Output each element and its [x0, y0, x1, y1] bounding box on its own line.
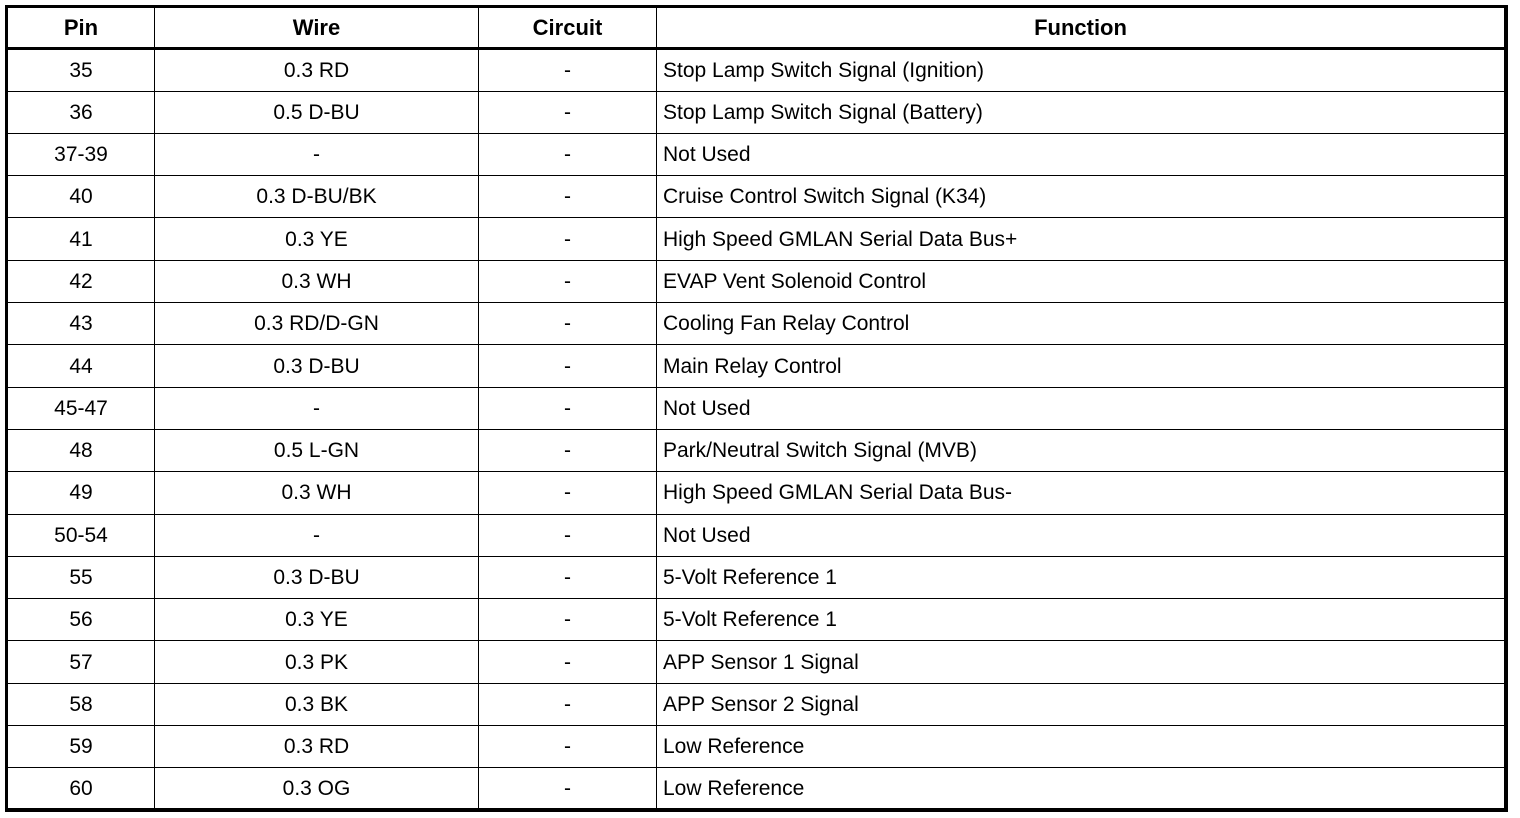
pin-cell: 48 [6, 428, 155, 473]
circuit-cell: - [478, 344, 657, 388]
circuit-cell: - [478, 48, 657, 92]
circuit-cell: - [478, 90, 657, 134]
wire-cell: 0.5 L-GN [154, 428, 479, 473]
circuit-cell: - [478, 259, 657, 304]
table-row: 56 0.3 YE -5-Volt Reference 1 [6, 598, 1507, 642]
function-cell: APP Sensor 1 Signal [656, 640, 1507, 684]
function-cell: Not Used [656, 513, 1507, 557]
table-row: 41 0.3 YE - High Speed GMLAN Serial Data Bu… [6, 217, 1507, 261]
circuit-cell: - [478, 302, 657, 346]
wire-cell: 0.3 RD/D-GN [154, 302, 479, 346]
wire-cell: - [154, 132, 479, 177]
circuit-cell: - [478, 132, 657, 177]
pin-cell: 35 [6, 48, 155, 92]
function-cell: 5-Volt Reference 1 [656, 555, 1507, 600]
function-cell: EVAP Vent Solenoid Control [656, 259, 1507, 304]
pin-cell: 42 [6, 259, 155, 304]
wire-cell: 0.3 BK [154, 682, 479, 727]
function-cell: Not Used [656, 386, 1507, 430]
circuit-cell: - [478, 428, 657, 473]
circuit-cell: - [478, 386, 657, 430]
wire-cell: 0.3 PK [154, 640, 479, 684]
wire-cell: 0.3 OG [154, 767, 479, 811]
function-cell: Stop Lamp Switch Signal (Battery) [656, 90, 1507, 134]
wire-cell: - [154, 513, 479, 557]
circuit-cell: - [478, 682, 657, 727]
function-cell: Cooling Fan Relay Control [656, 302, 1507, 346]
function-cell: High Speed GMLAN Serial Data Bus+ [656, 217, 1507, 261]
pin-cell: 44 [6, 344, 155, 388]
table-row: 58 0.3 BK - APP Sensor 2 Signal [6, 682, 1507, 727]
header-circuit: Circuit [478, 5, 657, 51]
pin-cell: 40 [6, 175, 155, 219]
wire-cell: 0.3 WH [154, 259, 479, 304]
function-cell: Park/Neutral Switch Signal (MVB) [656, 428, 1507, 473]
circuit-cell: - [478, 598, 657, 642]
pin-cell: 59 [6, 725, 155, 769]
circuit-cell: - [478, 513, 657, 557]
table-row: 60 0.3 OG - Low Reference [6, 767, 1507, 811]
circuit-cell: - [478, 471, 657, 515]
pin-cell: 50-54 [6, 513, 155, 557]
table-row: 49 0.3 WH - High Speed GMLAN Serial Data Bu… [6, 471, 1507, 515]
circuit-cell: - [478, 725, 657, 769]
table-row: 36 0.5 D-BU - Stop Lamp Switch Signal (Batt… [6, 90, 1507, 134]
wire-cell: 0.3 YE [154, 598, 479, 642]
pin-cell: 36 [6, 90, 155, 134]
wire-cell: 0.3 WH [154, 471, 479, 515]
function-cell: Not Used [656, 132, 1507, 177]
pin-cell: 57 [6, 640, 155, 684]
function-cell: 5-Volt Reference 1 [656, 598, 1507, 642]
table-row: 45-47- - Not Used [6, 386, 1507, 430]
table-row: 44 0.3 D-BU - Main Relay Control [6, 344, 1507, 388]
function-cell: Low Reference [656, 725, 1507, 769]
table-row: 35 0.3 RD - Stop Lamp Switch Signal (Igniti… [6, 48, 1507, 92]
header-pin: Pin [6, 5, 155, 51]
table-row: 48 0.5 L-GN - Park/Neutral Switch Signal (M… [6, 428, 1507, 473]
table-row: 42 0.3 WH - EVAP Vent Solenoid Control [6, 259, 1507, 304]
header-function: Function [656, 5, 1507, 51]
pin-cell: 58 [6, 682, 155, 727]
function-cell: Stop Lamp Switch Signal (Ignition) [656, 48, 1507, 92]
pin-cell: 55 [6, 555, 155, 600]
pin-cell: 60 [6, 767, 155, 811]
wire-cell: 0.3 RD [154, 725, 479, 769]
connector-pinout-table: Pin Wire Circuit Function 35 0.3 RD - Stop … [5, 5, 1508, 813]
circuit-cell: - [478, 175, 657, 219]
table-row: 43 0.3 RD/D-GN - Cooling Fan Relay Control [6, 302, 1507, 346]
circuit-cell: - [478, 555, 657, 600]
function-cell: Low Reference [656, 767, 1507, 811]
wire-cell: 0.5 D-BU [154, 90, 479, 134]
function-cell: Main Relay Control [656, 344, 1507, 388]
pin-cell: 56 [6, 598, 155, 642]
wire-cell: - [154, 386, 479, 430]
table-row: 59 0.3 RD - Low Reference [6, 725, 1507, 769]
pin-cell: 41 [6, 217, 155, 261]
function-cell: High Speed GMLAN Serial Data Bus- [656, 471, 1507, 515]
wire-cell: 0.3 RD [154, 48, 479, 92]
wire-cell: 0.3 D-BU [154, 344, 479, 388]
wire-cell: 0.3 D-BU/BK [154, 175, 479, 219]
pin-cell: 45-47 [6, 386, 155, 430]
header-row: Pin Wire Circuit Function [6, 5, 1507, 51]
function-cell: Cruise Control Switch Signal (K34) [656, 175, 1507, 219]
pin-cell: 37-39 [6, 132, 155, 177]
header-wire: Wire [154, 5, 479, 51]
table-row: 57 0.3 PK - APP Sensor 1 Signal [6, 640, 1507, 684]
circuit-cell: - [478, 640, 657, 684]
table-row: 55 0.3 D-BU -5-Volt Reference 1 [6, 555, 1507, 600]
function-cell: APP Sensor 2 Signal [656, 682, 1507, 727]
table-row: 37-39- - Not Used [6, 132, 1507, 177]
circuit-cell: - [478, 217, 657, 261]
wire-cell: 0.3 YE [154, 217, 479, 261]
pin-cell: 43 [6, 302, 155, 346]
pin-cell: 49 [6, 471, 155, 515]
table-row: 40 0.3 D-BU/BK - Cruise Control Switch Sign… [6, 175, 1507, 219]
table-row: 50-54- - Not Used [6, 513, 1507, 557]
wire-cell: 0.3 D-BU [154, 555, 479, 600]
circuit-cell: - [478, 767, 657, 811]
